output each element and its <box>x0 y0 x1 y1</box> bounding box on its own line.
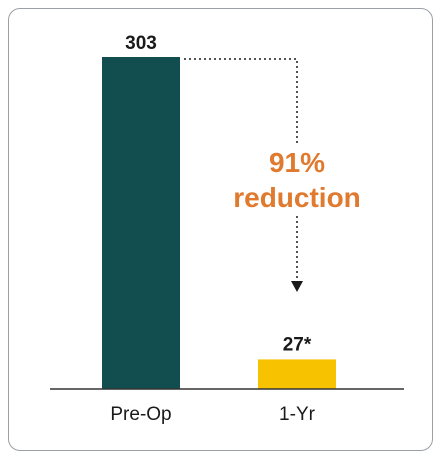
labels-group: 303 27* Pre-Op 1-Yr <box>110 33 315 425</box>
chart-frame <box>8 8 433 451</box>
reduction-percent-annotation: 91% <box>269 147 325 178</box>
tick-label-pre-op: Pre-Op <box>110 404 171 425</box>
annotation-background <box>219 144 375 216</box>
reduction-word-annotation: reduction <box>233 182 361 213</box>
data-label-pre-op: 303 <box>125 33 157 54</box>
bar-1-yr <box>258 359 336 389</box>
bar-pre-op <box>102 57 180 389</box>
data-label-1-yr: 27* <box>283 334 312 355</box>
tick-label-1-yr: 1-Yr <box>279 404 316 425</box>
bars-group <box>102 57 336 389</box>
down-arrow-icon <box>291 281 303 292</box>
